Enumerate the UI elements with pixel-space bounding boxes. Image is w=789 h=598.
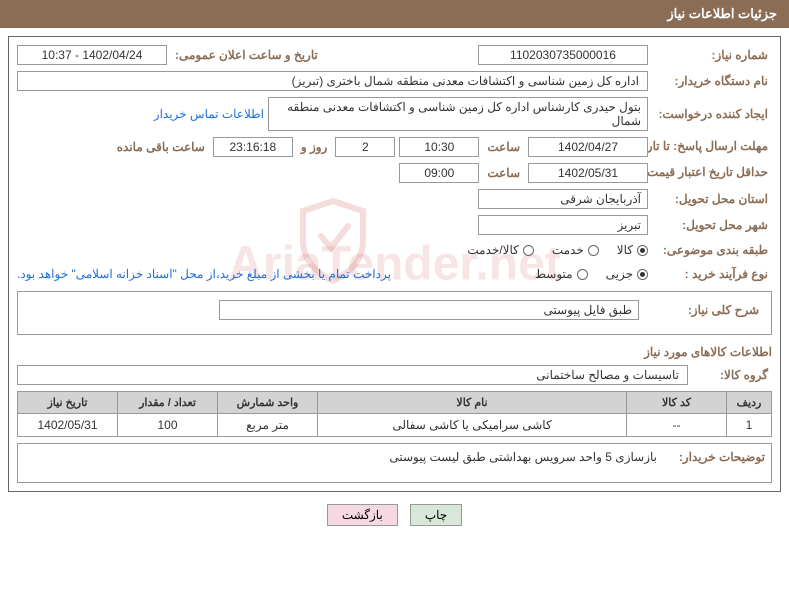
- need-description-box: شرح کلی نیاز: طبق فایل پیوستی: [17, 291, 772, 335]
- countdown-field: 23:16:18: [213, 137, 293, 157]
- days-count-field: 2: [335, 137, 395, 157]
- buyer-notes-label: توضیحات خریدار:: [665, 450, 765, 464]
- validity-time-field: 09:00: [399, 163, 479, 183]
- goods-group-label: گروه کالا:: [692, 366, 772, 384]
- buyer-org-label: نام دستگاه خریدار:: [652, 72, 772, 90]
- payment-note: پرداخت تمام یا بخشی از مبلغ خرید،از محل …: [17, 267, 391, 281]
- city-label: شهر محل تحویل:: [652, 216, 772, 234]
- response-time-field: 10:30: [399, 137, 479, 157]
- response-date-field: 1402/04/27: [528, 137, 648, 157]
- radio-dot-icon: [523, 245, 534, 256]
- page-title: جزئیات اطلاعات نیاز: [667, 6, 777, 21]
- col-date: تاریخ نیاز: [18, 392, 118, 414]
- contact-link[interactable]: اطلاعات تماس خریدار: [154, 107, 264, 121]
- need-number-field: 1102030735000016: [478, 45, 648, 65]
- back-button[interactable]: بازگشت: [327, 504, 398, 526]
- radio-medium[interactable]: متوسط: [535, 267, 588, 281]
- radio-partial[interactable]: جزیی: [606, 267, 648, 281]
- buyer-notes-content: بازسازی 5 واحد سرویس بهداشتی طبق لیست پی…: [24, 450, 657, 464]
- validity-label: حداقل تاریخ اعتبار قیمت: تا تاریخ:: [652, 163, 772, 183]
- buyer-notes-box: توضیحات خریدار: بازسازی 5 واحد سرویس بهد…: [17, 443, 772, 483]
- requester-field: بتول حیدری کارشناس اداره کل زمین شناسی و…: [268, 97, 648, 131]
- goods-table: ردیف کد کالا نام کالا واحد شمارش تعداد /…: [17, 391, 772, 437]
- need-desc-label: شرح کلی نیاز:: [643, 301, 763, 319]
- process-radio-group: جزیی متوسط: [535, 267, 648, 281]
- main-container: AriaTender.net شماره نیاز: 1102030735000…: [8, 36, 781, 492]
- radio-goods-service-label: کالا/خدمت: [467, 243, 518, 257]
- button-row: چاپ بازگشت: [0, 504, 789, 526]
- radio-dot-icon: [588, 245, 599, 256]
- col-row: ردیف: [727, 392, 772, 414]
- validity-date-field: 1402/05/31: [528, 163, 648, 183]
- radio-dot-icon: [577, 269, 588, 280]
- cell-row: 1: [727, 414, 772, 437]
- radio-medium-label: متوسط: [535, 267, 573, 281]
- category-label: طبقه بندی موضوعی:: [652, 241, 772, 259]
- announce-date-label: تاریخ و ساعت اعلان عمومی:: [171, 46, 322, 64]
- page-header: جزئیات اطلاعات نیاز: [0, 0, 789, 28]
- cell-unit: متر مربع: [218, 414, 318, 437]
- goods-section-title: اطلاعات کالاهای مورد نیاز: [17, 345, 772, 359]
- time-label-2: ساعت: [483, 164, 524, 182]
- col-qty: تعداد / مقدار: [118, 392, 218, 414]
- city-field: تبریز: [478, 215, 648, 235]
- radio-goods[interactable]: کالا: [617, 243, 648, 257]
- category-radio-group: کالا خدمت کالا/خدمت: [467, 243, 648, 257]
- buyer-org-field: اداره کل زمین شناسی و اکتشافات معدنی منط…: [17, 71, 648, 91]
- time-label-1: ساعت: [483, 138, 524, 156]
- province-field: آذربایجان شرقی: [478, 189, 648, 209]
- radio-dot-icon: [637, 269, 648, 280]
- radio-service[interactable]: خدمت: [552, 243, 599, 257]
- province-label: استان محل تحویل:: [652, 190, 772, 208]
- col-unit: واحد شمارش: [218, 392, 318, 414]
- need-desc-field: طبق فایل پیوستی: [219, 300, 639, 320]
- table-header-row: ردیف کد کالا نام کالا واحد شمارش تعداد /…: [18, 392, 772, 414]
- response-deadline-label: مهلت ارسال پاسخ: تا تاریخ:: [652, 137, 772, 157]
- requester-label: ایجاد کننده درخواست:: [652, 105, 772, 123]
- goods-group-field: تاسیسات و مصالح ساختمانی: [17, 365, 688, 385]
- radio-service-label: خدمت: [552, 243, 584, 257]
- col-code: کد کالا: [627, 392, 727, 414]
- cell-code: --: [627, 414, 727, 437]
- col-name: نام کالا: [318, 392, 627, 414]
- need-number-label: شماره نیاز:: [652, 46, 772, 64]
- cell-date: 1402/05/31: [18, 414, 118, 437]
- radio-goods-label: کالا: [617, 243, 633, 257]
- process-type-label: نوع فرآیند خرید :: [652, 265, 772, 283]
- print-button[interactable]: چاپ: [410, 504, 462, 526]
- table-row: 1 -- کاشی سرامیکی یا کاشی سفالی متر مربع…: [18, 414, 772, 437]
- radio-goods-service[interactable]: کالا/خدمت: [467, 243, 533, 257]
- days-and-label: روز و: [297, 138, 332, 156]
- cell-name: کاشی سرامیکی یا کاشی سفالی: [318, 414, 627, 437]
- radio-partial-label: جزیی: [606, 267, 633, 281]
- radio-dot-icon: [637, 245, 648, 256]
- remaining-label: ساعت باقی مانده: [113, 138, 209, 156]
- announce-date-field: 1402/04/24 - 10:37: [17, 45, 167, 65]
- cell-qty: 100: [118, 414, 218, 437]
